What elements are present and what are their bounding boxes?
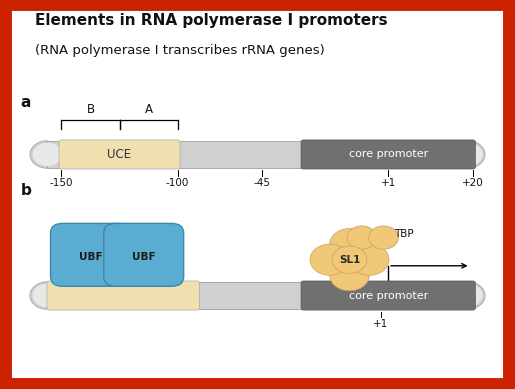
Circle shape: [453, 284, 483, 307]
Ellipse shape: [310, 244, 350, 275]
Ellipse shape: [332, 246, 367, 273]
Text: SL1: SL1: [339, 255, 360, 265]
Text: UCE: UCE: [108, 148, 132, 161]
Ellipse shape: [330, 229, 369, 260]
Text: (RNA polymerase I transcribes rRNA genes): (RNA polymerase I transcribes rRNA genes…: [35, 44, 324, 57]
Ellipse shape: [347, 226, 376, 249]
Text: -45: -45: [254, 178, 271, 188]
Circle shape: [30, 282, 65, 309]
Text: core promoter: core promoter: [349, 291, 428, 301]
Ellipse shape: [350, 244, 389, 275]
Circle shape: [30, 141, 65, 168]
FancyBboxPatch shape: [59, 140, 180, 169]
Text: Elements in RNA polymerase I promoters: Elements in RNA polymerase I promoters: [35, 14, 387, 28]
Text: a: a: [20, 95, 31, 110]
Ellipse shape: [369, 226, 399, 249]
Circle shape: [450, 282, 485, 309]
Text: UBF: UBF: [132, 252, 156, 262]
Text: TBP: TBP: [394, 229, 414, 239]
Circle shape: [453, 143, 483, 166]
Text: B: B: [87, 103, 95, 116]
Text: UBF: UBF: [79, 252, 102, 262]
Circle shape: [450, 141, 485, 168]
FancyBboxPatch shape: [104, 223, 184, 286]
Text: +1: +1: [373, 319, 389, 329]
Text: core promoter: core promoter: [349, 149, 428, 159]
Text: +1: +1: [381, 178, 396, 188]
Text: A: A: [145, 103, 152, 116]
Text: +20: +20: [462, 178, 484, 188]
Circle shape: [32, 143, 62, 166]
Circle shape: [32, 284, 62, 307]
FancyBboxPatch shape: [47, 141, 468, 168]
Ellipse shape: [330, 260, 369, 291]
Text: b: b: [20, 183, 31, 198]
FancyBboxPatch shape: [301, 140, 475, 169]
FancyBboxPatch shape: [50, 223, 130, 286]
Text: -150: -150: [49, 178, 73, 188]
FancyBboxPatch shape: [301, 281, 475, 310]
FancyBboxPatch shape: [47, 282, 468, 309]
Text: -100: -100: [166, 178, 190, 188]
FancyBboxPatch shape: [47, 281, 199, 310]
